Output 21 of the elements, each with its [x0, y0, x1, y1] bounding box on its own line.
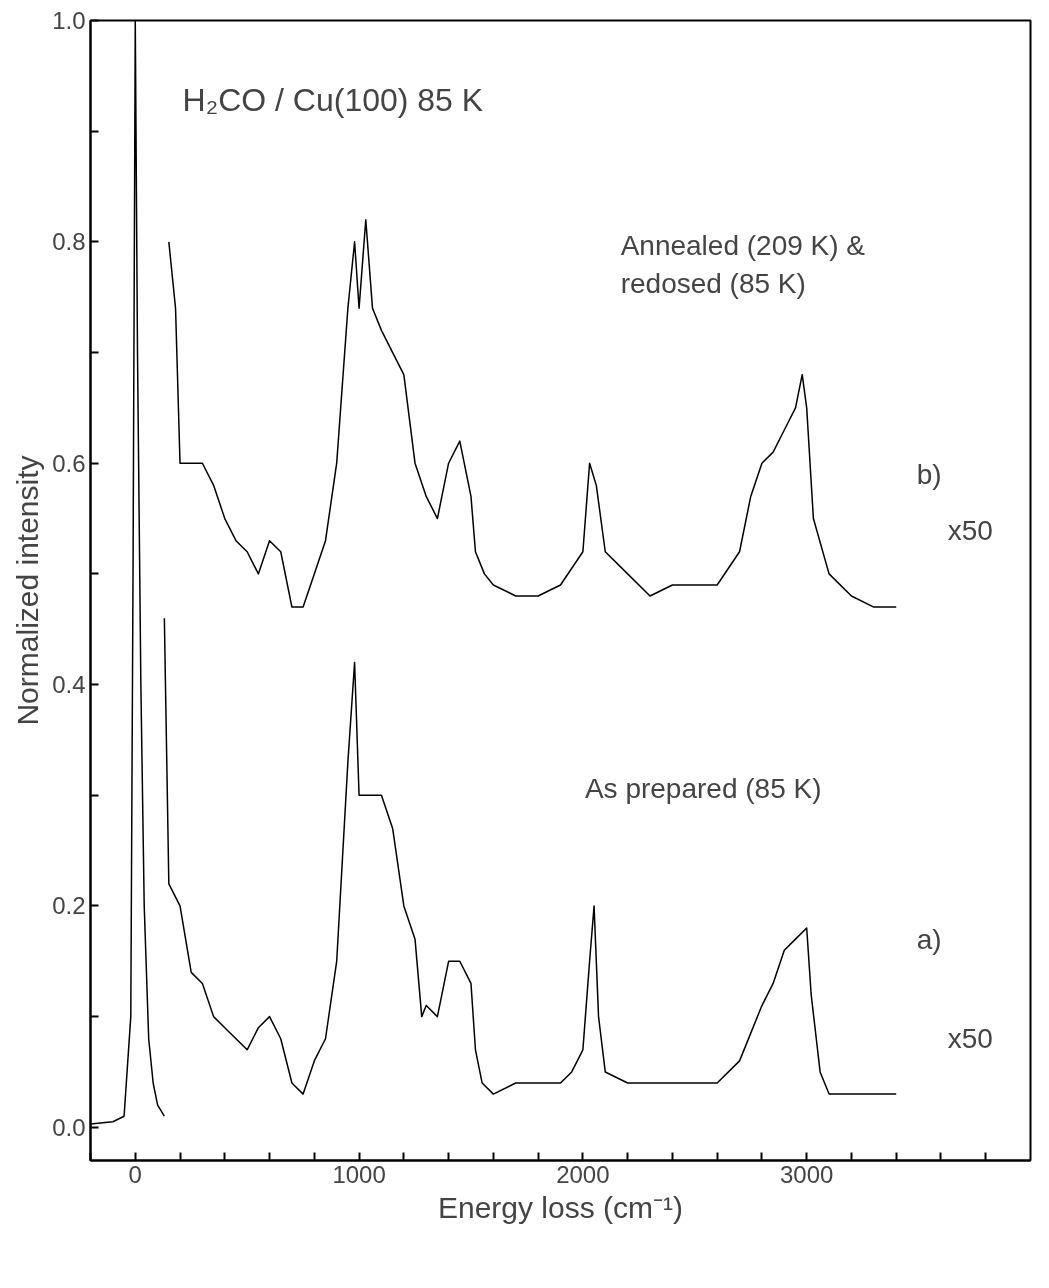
x-axis-title: Energy loss (cm⁻¹)	[437, 1190, 684, 1224]
y-tick-label: 0.8	[52, 228, 86, 256]
annotation: As prepared (85 K)	[584, 773, 822, 805]
y-tick-label: 0.4	[52, 671, 86, 699]
text: H₂CO / Cu(100) 85 K	[182, 82, 484, 119]
y-tick-label: 0.0	[52, 1113, 86, 1141]
annotation: b)	[916, 458, 942, 490]
x-tick-label: 1000	[332, 1160, 386, 1188]
annotation: x50	[947, 514, 993, 546]
annotation: x50	[947, 1023, 993, 1055]
line-series	[163, 617, 897, 1095]
annotation: a)	[916, 923, 942, 955]
y-tick-label: 0.6	[52, 449, 86, 477]
line-series	[168, 218, 897, 608]
y-tick-label: 1.0	[52, 7, 86, 34]
x-tick-label: 2000	[556, 1160, 610, 1188]
y-tick-label: 0.2	[52, 892, 86, 920]
y-axis-title: Normalized intensity	[11, 455, 45, 726]
annotation: Annealed (209 K) & redosed (85 K)	[620, 230, 866, 299]
x-tick-label: 3000	[780, 1160, 834, 1188]
x-tick-label: 0	[128, 1160, 142, 1188]
